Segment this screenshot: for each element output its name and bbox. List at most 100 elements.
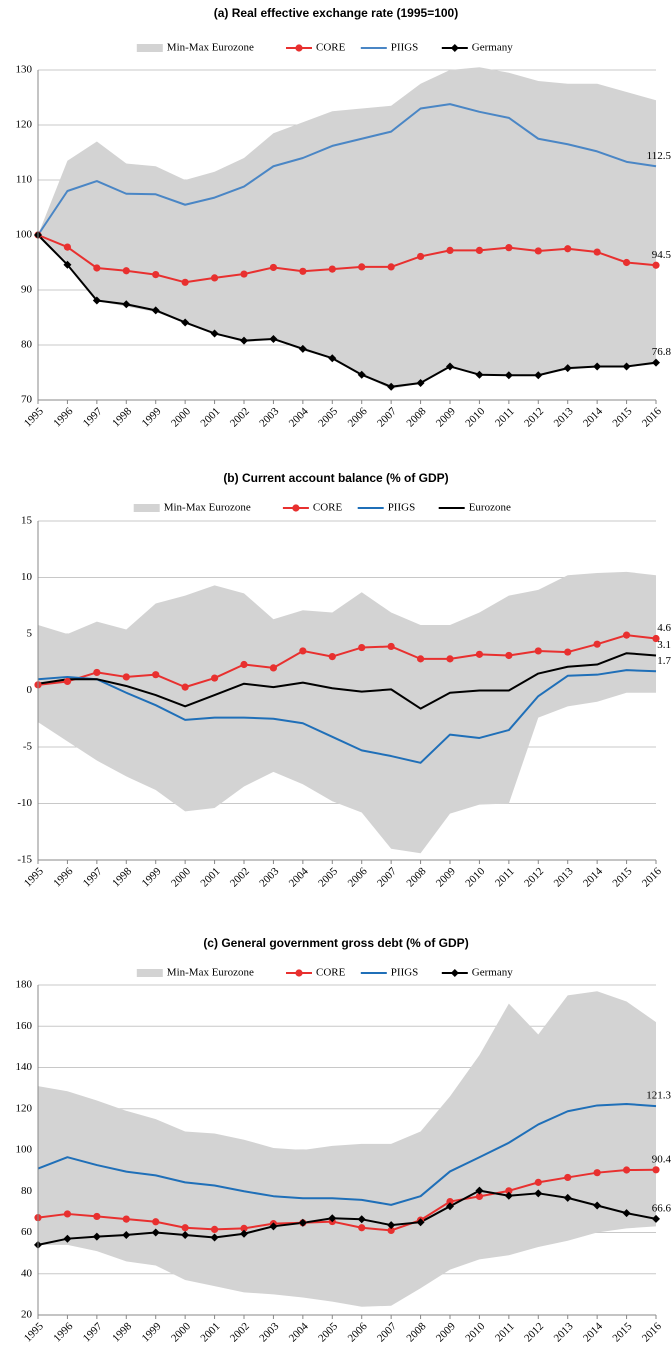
point-marker <box>240 1229 248 1238</box>
point-marker <box>240 1224 248 1232</box>
end-label: 66.6 <box>652 1202 672 1214</box>
x-tick-label: 2016 <box>640 1320 664 1344</box>
x-tick-label: 2000 <box>169 405 193 429</box>
x-tick-label: 1999 <box>140 1320 164 1344</box>
point-marker <box>358 1224 366 1232</box>
end-label: 4.6 <box>657 622 671 634</box>
x-tick-label: 2002 <box>228 865 252 889</box>
legend-label: Eurozone <box>469 502 511 514</box>
legend-label: Min-Max Eurozone <box>164 502 251 514</box>
y-tick-label: -15 <box>17 854 32 866</box>
point-marker <box>357 1215 366 1224</box>
y-tick-label: 80 <box>21 339 33 351</box>
x-tick-label: 2014 <box>581 865 605 889</box>
point-marker <box>475 370 484 379</box>
x-tick-label: 2015 <box>610 865 634 889</box>
x-tick-label: 1999 <box>140 865 164 889</box>
series-line <box>37 669 657 764</box>
point-marker <box>63 1210 72 1218</box>
y-tick-label: 60 <box>21 1226 33 1238</box>
point-marker <box>92 296 101 305</box>
point-marker <box>152 1218 160 1226</box>
point-marker <box>652 261 660 269</box>
x-tick-label: 2014 <box>581 1320 605 1344</box>
point-marker <box>181 1224 189 1232</box>
point-marker <box>357 370 366 379</box>
point-marker <box>593 640 601 648</box>
point-marker <box>63 260 72 269</box>
x-tick-label: 2010 <box>463 1320 487 1344</box>
x-tick-label: 2010 <box>463 405 487 429</box>
point-marker <box>328 653 336 661</box>
point-marker <box>475 1192 484 1201</box>
x-tick-label: 2007 <box>375 1320 399 1344</box>
y-tick-label: 80 <box>21 1185 33 1197</box>
point-marker <box>622 631 631 639</box>
x-tick-label: 2011 <box>493 405 517 429</box>
y-tick-label: -5 <box>23 741 33 753</box>
point-marker <box>593 1201 602 1210</box>
point-marker <box>387 642 395 651</box>
point-marker <box>563 364 572 373</box>
point-marker <box>240 336 248 345</box>
point-marker <box>358 643 366 652</box>
x-tick-label: 2010 <box>463 865 487 889</box>
point-marker <box>563 1193 572 1202</box>
legend-label: PIIGS <box>391 42 419 54</box>
min-max-band <box>38 991 656 1307</box>
x-tick-label: 1996 <box>51 865 75 889</box>
point-marker <box>450 44 459 52</box>
point-marker <box>564 1173 572 1182</box>
point-marker <box>475 1186 484 1195</box>
point-marker <box>122 267 130 275</box>
legend-label: Min-Max Eurozone <box>167 967 254 979</box>
min-max-band <box>38 571 656 854</box>
x-tick-label: 1995 <box>22 405 46 429</box>
point-marker <box>269 334 278 343</box>
x-tick-label: 2016 <box>640 865 664 889</box>
point-marker <box>534 1178 542 1186</box>
point-marker <box>210 1225 219 1234</box>
x-tick-label: 2007 <box>375 405 399 429</box>
x-tick-label: 2004 <box>287 405 311 429</box>
x-tick-label: 2008 <box>404 865 428 889</box>
y-tick-label: 20 <box>21 1309 33 1321</box>
y-tick-label: 100 <box>16 229 33 241</box>
point-marker <box>504 371 513 380</box>
x-tick-label: 2013 <box>552 405 576 429</box>
chart-title: (a) Real effective exchange rate (1995=1… <box>214 6 458 20</box>
point-marker <box>446 655 454 663</box>
point-marker <box>475 650 484 658</box>
x-tick-label: 1996 <box>51 1320 75 1344</box>
point-marker <box>269 263 278 272</box>
legend-label: Germany <box>472 42 513 54</box>
point-marker <box>387 1221 396 1230</box>
legend-swatch <box>136 969 163 977</box>
x-tick-label: 2005 <box>316 1320 340 1344</box>
legend-label: CORE <box>313 502 343 514</box>
end-label: 121.3 <box>646 1090 671 1102</box>
y-tick-label: 90 <box>21 284 33 296</box>
point-marker <box>652 1166 660 1174</box>
point-marker <box>328 1214 337 1223</box>
point-marker <box>652 1214 660 1223</box>
point-marker <box>93 1212 101 1221</box>
y-tick-label: 120 <box>16 119 33 131</box>
x-tick-label: 2009 <box>434 865 458 889</box>
point-marker <box>622 1166 631 1174</box>
x-tick-label: 1998 <box>110 865 134 889</box>
point-marker <box>92 1232 101 1241</box>
series-line <box>37 103 657 236</box>
point-marker <box>358 263 366 271</box>
point-marker <box>387 382 396 391</box>
end-label: 76.8 <box>652 346 672 358</box>
end-label: 3.1 <box>657 639 671 651</box>
x-tick-label: 2006 <box>346 405 370 429</box>
point-marker <box>122 673 130 681</box>
x-tick-label: 2007 <box>375 865 399 889</box>
point-marker <box>151 1228 160 1237</box>
point-marker <box>181 683 189 691</box>
x-tick-label: 2016 <box>640 405 664 429</box>
point-marker <box>534 371 543 380</box>
point-marker <box>622 362 631 371</box>
